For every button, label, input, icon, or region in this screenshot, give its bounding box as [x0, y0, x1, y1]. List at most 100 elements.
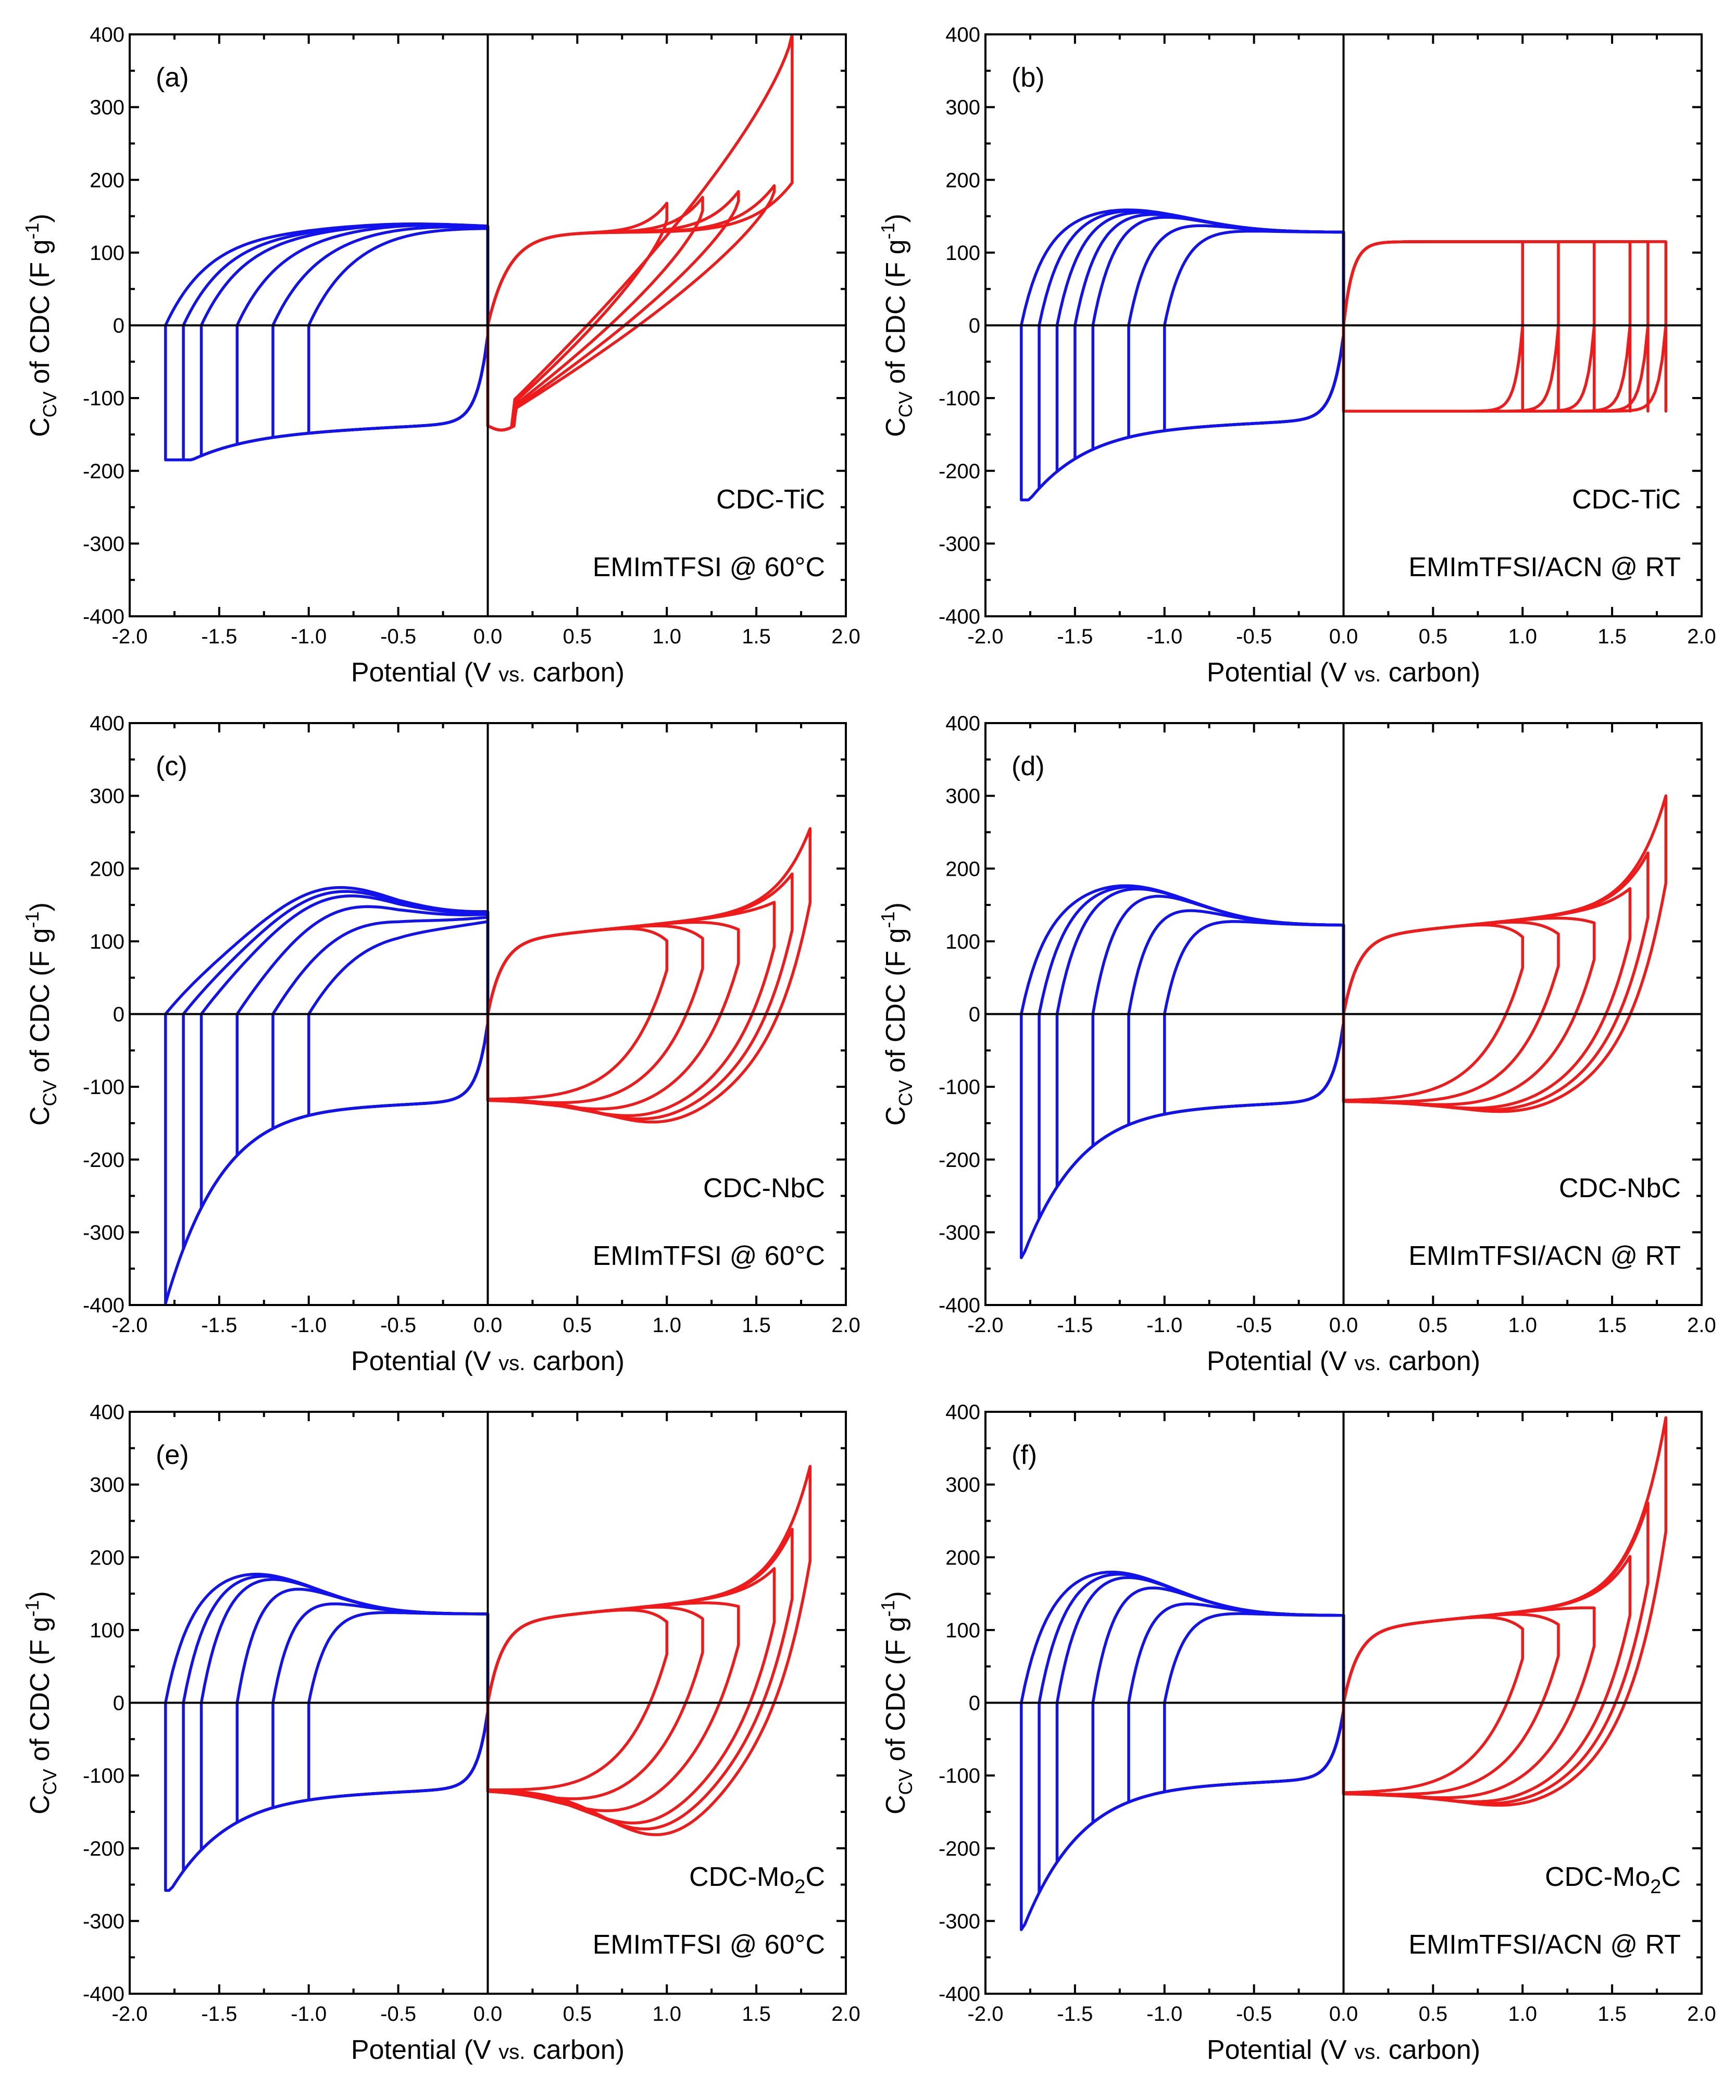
- x-tick-label: 0.0: [473, 2003, 503, 2026]
- y-tick-label: -400: [939, 605, 980, 628]
- pos-scan-1_7v: [1342, 1501, 1650, 1805]
- x-tick-label: 1.0: [1508, 625, 1537, 648]
- panel-c: -2.0 -1.5 -1.0 -0.5 0.0 0.5 1.0 1.5 2.0 400 300 200…: [21, 712, 860, 1376]
- neg-scan-1_0v: [307, 920, 490, 1117]
- neg-scan-1_6v: [1055, 1576, 1345, 1864]
- x-tick-label: 2.0: [831, 1314, 860, 1337]
- pos-scan-1_7v: [486, 1527, 794, 1831]
- y-tick-label: 300: [90, 1474, 124, 1497]
- x-tick-label: -2.0: [112, 1314, 148, 1337]
- y-tick-label: -300: [83, 1221, 124, 1244]
- y-tick-label: 200: [90, 1546, 124, 1569]
- y-tick-label: -200: [83, 1149, 124, 1172]
- pos-scan-1_8v: [1342, 240, 1668, 413]
- x-tick-label: 2.0: [831, 2003, 860, 2026]
- y-tick-label: 200: [945, 858, 980, 880]
- x-tick-label: -1.5: [201, 625, 237, 648]
- neg-scan-1_0v: [1163, 229, 1345, 432]
- x-tick-label: 1.0: [1508, 1314, 1537, 1337]
- x-tick-label: -1.5: [201, 2003, 237, 2026]
- y-tick-label: 400: [90, 712, 124, 735]
- y-tick-label: 300: [90, 96, 124, 119]
- x-tick-label: 0.0: [1329, 1314, 1358, 1337]
- x-tick-label: -2.0: [112, 2003, 148, 2026]
- pos-scan-1_0v: [1342, 923, 1525, 1102]
- pos-scan-1_2v: [1342, 921, 1560, 1103]
- x-tick-label: 0.5: [563, 1314, 592, 1337]
- y-tick-label: -100: [83, 1765, 124, 1787]
- x-tick-label: 1.0: [652, 625, 681, 648]
- material-label: CDC-TiC: [1572, 484, 1681, 515]
- x-tick-label: -1.5: [1057, 625, 1093, 648]
- pos-scan-1_8v: [1342, 1416, 1668, 1807]
- pos-scan-1_0v: [486, 202, 669, 432]
- panel-f: -2.0 -1.5 -1.0 -0.5 0.0 0.5 1.0 1.5 2.0 400 300 200…: [877, 1401, 1716, 2065]
- y-tick-label: 100: [90, 1619, 124, 1642]
- electrolyte-label: EMImTFSI @ 60°C: [593, 1930, 825, 1960]
- panel-d: -2.0 -1.5 -1.0 -0.5 0.0 0.5 1.0 1.5 2.0 400 300 200…: [877, 712, 1716, 1376]
- x-axis-label: Potential (V vs. carbon): [351, 657, 625, 688]
- x-tick-label: -0.5: [1236, 1314, 1272, 1337]
- y-tick-label: -300: [939, 1221, 980, 1244]
- panel-b: -2.0 -1.5 -1.0 -0.5 0.0 0.5 1.0 1.5 2.0 400 300 200…: [877, 23, 1716, 688]
- neg-scan-1_0v: [307, 227, 490, 435]
- neg-scan-1_0v: [307, 1611, 490, 1801]
- pos-scan-1_7v: [1342, 240, 1650, 413]
- material-label: CDC-Mo2C: [689, 1862, 825, 1898]
- y-tick-label: 100: [945, 1619, 980, 1642]
- y-tick-label: -100: [939, 1765, 980, 1787]
- x-tick-label: -0.5: [380, 2003, 416, 2026]
- y-tick-label: 400: [90, 23, 124, 46]
- y-axis-label: CCV of CDC (F g-1): [877, 214, 916, 437]
- neg-scan-1_4v: [1091, 1586, 1345, 1824]
- x-tick-label: 2.0: [831, 625, 860, 648]
- x-tick-label: -1.0: [291, 625, 327, 648]
- pos-scan-1_6v: [1342, 240, 1632, 413]
- y-tick-label: 400: [90, 1401, 124, 1424]
- material-label: CDC-Mo2C: [1545, 1862, 1681, 1898]
- pos-scan-1_4v: [486, 921, 740, 1111]
- y-tick-label: -100: [939, 387, 980, 410]
- x-tick-label: 2.0: [1687, 625, 1716, 648]
- electrolyte-label: EMImTFSI @ 60°C: [593, 1241, 825, 1271]
- y-tick-label: -200: [939, 1149, 980, 1172]
- electrolyte-label: EMImTFSI/ACN @ RT: [1408, 1930, 1681, 1960]
- panel-a: -2.0 -1.5 -1.0 -0.5 0.0 0.5 1.0 1.5 2.0 400 300 200…: [21, 23, 860, 688]
- y-tick-label: -400: [83, 605, 124, 628]
- y-tick-label: -300: [83, 1910, 124, 1933]
- neg-scan-1_2v: [271, 225, 490, 439]
- y-tick-label: 400: [945, 1401, 980, 1424]
- y-tick-label: 0: [969, 1692, 980, 1715]
- y-tick-label: 200: [945, 169, 980, 192]
- y-tick-label: 0: [113, 1692, 124, 1715]
- x-tick-label: -0.5: [380, 1314, 416, 1337]
- x-tick-label: -1.0: [1146, 2003, 1182, 2026]
- y-tick-label: -300: [939, 1910, 980, 1933]
- y-tick-label: -200: [939, 1837, 980, 1860]
- y-tick-label: 0: [113, 1003, 124, 1026]
- neg-scan-1_8v: [164, 1572, 490, 1892]
- y-axis-label: CCV of CDC (F g-1): [21, 214, 60, 437]
- x-tick-label: 0.5: [1419, 625, 1448, 648]
- panel-label: (b): [1011, 63, 1045, 93]
- y-tick-label: -200: [83, 1837, 124, 1860]
- pos-scan-1_0v: [1342, 240, 1525, 413]
- x-axis-label: Potential (V vs. carbon): [351, 2035, 625, 2065]
- x-tick-label: 2.0: [1687, 2003, 1716, 2026]
- y-tick-label: 200: [90, 169, 124, 192]
- x-tick-label: 1.5: [742, 1314, 771, 1337]
- neg-scan-1_2v: [271, 1602, 490, 1809]
- x-axis-label: Potential (V vs. carbon): [351, 1346, 625, 1376]
- x-tick-label: 0.0: [473, 625, 503, 648]
- y-tick-label: 300: [945, 1474, 980, 1497]
- pos-scan-1_8v: [486, 1464, 812, 1836]
- y-tick-label: 100: [90, 242, 124, 265]
- x-tick-label: 0.5: [563, 625, 592, 648]
- y-axis-label: CCV of CDC (F g-1): [877, 902, 916, 1126]
- panel-label: (c): [156, 751, 188, 781]
- neg-scan-1_8v: [1020, 884, 1345, 1259]
- neg-scan-1_7v: [182, 890, 490, 1250]
- neg-scan-1_8v: [1020, 1570, 1345, 1931]
- pos-scan-1_8v: [1342, 794, 1668, 1113]
